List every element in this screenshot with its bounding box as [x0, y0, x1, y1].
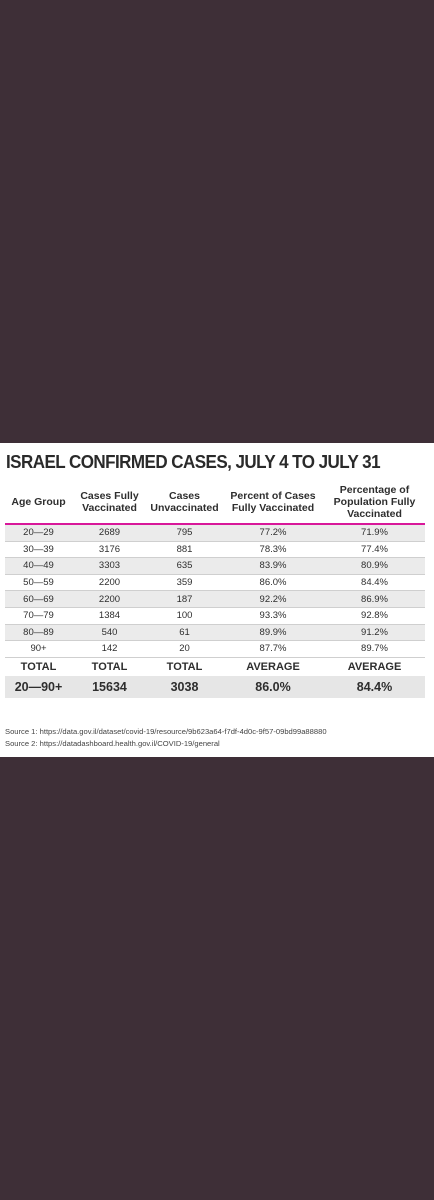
cell-age-group: 40—49 [5, 557, 72, 575]
cell-cases-unvaccinated: 795 [147, 524, 222, 542]
summary-label: AVERAGE [324, 657, 425, 676]
cell-cases-unvaccinated: 20 [147, 640, 222, 658]
cases-table: Age Group Cases Fully Vaccinated Cases U… [5, 481, 425, 698]
cell-cases-fully-vaccinated: 2689 [72, 524, 147, 542]
cell-percent-cases-vaccinated: 93.3% [222, 607, 324, 625]
summary-label: AVERAGE [222, 657, 324, 676]
cell-cases-unvaccinated: 881 [147, 541, 222, 559]
cell-cases-fully-vaccinated: 540 [72, 624, 147, 642]
cell-percent-cases-vaccinated: 77.2% [222, 524, 324, 542]
cell-percent-population-vaccinated: 91.2% [324, 624, 425, 642]
cell-age-group: 80—89 [5, 624, 72, 642]
cell-age-group: 20—29 [5, 524, 72, 542]
cell-percent-cases-vaccinated: 86.0% [222, 574, 324, 592]
summary-average-percent-population: 84.4% [324, 675, 425, 698]
cell-age-group: 70—79 [5, 607, 72, 625]
cell-percent-population-vaccinated: 80.9% [324, 557, 425, 575]
cell-percent-population-vaccinated: 77.4% [324, 541, 425, 559]
summary-label: TOTAL [72, 657, 147, 676]
cell-cases-unvaccinated: 359 [147, 574, 222, 592]
table-row: 60—69 2200 187 92.2% 86.9% [5, 590, 425, 608]
cell-percent-cases-vaccinated: 87.7% [222, 640, 324, 658]
summary-average-percent-cases: 86.0% [222, 675, 324, 698]
table-row: 80—89 540 61 89.9% 91.2% [5, 624, 425, 642]
header-cases-unvaccinated: Cases Unvaccinated [147, 481, 222, 525]
table-row: 20—29 2689 795 77.2% 71.9% [5, 524, 425, 542]
cell-cases-fully-vaccinated: 2200 [72, 590, 147, 608]
source-line-2: Source 2: https://datadashboard.health.g… [5, 739, 220, 748]
cell-age-group: 60—69 [5, 590, 72, 608]
cell-percent-cases-vaccinated: 83.9% [222, 557, 324, 575]
cell-cases-fully-vaccinated: 142 [72, 640, 147, 658]
table-card: ISRAEL CONFIRMED CASES, JULY 4 TO JULY 3… [0, 443, 434, 757]
summary-label: TOTAL [5, 657, 72, 676]
cell-percent-population-vaccinated: 86.9% [324, 590, 425, 608]
source-line-1: Source 1: https://data.gov.il/dataset/co… [5, 727, 327, 736]
cell-percent-population-vaccinated: 89.7% [324, 640, 425, 658]
cell-age-group: 50—59 [5, 574, 72, 592]
cell-age-group: 90+ [5, 640, 72, 658]
table-row: 40—49 3303 635 83.9% 80.9% [5, 557, 425, 575]
summary-label-row: TOTAL TOTAL TOTAL AVERAGE AVERAGE [5, 657, 425, 676]
summary-total-unvaccinated-cases: 3038 [147, 675, 222, 698]
table-row: 30—39 3176 881 78.3% 77.4% [5, 541, 425, 559]
table-row: 70—79 1384 100 93.3% 92.8% [5, 607, 425, 625]
cell-cases-fully-vaccinated: 2200 [72, 574, 147, 592]
header-cases-fully-vaccinated: Cases Fully Vaccinated [72, 481, 147, 525]
cell-percent-cases-vaccinated: 78.3% [222, 541, 324, 559]
cell-cases-fully-vaccinated: 3176 [72, 541, 147, 559]
cell-percent-population-vaccinated: 84.4% [324, 574, 425, 592]
header-percent-population-fully-vaccinated: Percentage of Population Fully Vaccinate… [324, 481, 425, 525]
cell-age-group: 30—39 [5, 541, 72, 559]
cell-cases-unvaccinated: 187 [147, 590, 222, 608]
cell-cases-fully-vaccinated: 3303 [72, 557, 147, 575]
cell-percent-cases-vaccinated: 92.2% [222, 590, 324, 608]
summary-label: TOTAL [147, 657, 222, 676]
cell-percent-population-vaccinated: 92.8% [324, 607, 425, 625]
summary-value-row: 20—90+ 15634 3038 86.0% 84.4% [5, 675, 425, 698]
cell-cases-fully-vaccinated: 1384 [72, 607, 147, 625]
table-row: 50—59 2200 359 86.0% 84.4% [5, 574, 425, 592]
cell-percent-cases-vaccinated: 89.9% [222, 624, 324, 642]
cell-cases-unvaccinated: 635 [147, 557, 222, 575]
cell-cases-unvaccinated: 61 [147, 624, 222, 642]
header-age-group: Age Group [5, 481, 72, 525]
header-row: Age Group Cases Fully Vaccinated Cases U… [5, 481, 425, 525]
sources-block: Source 1: https://data.gov.il/dataset/co… [5, 726, 430, 750]
summary-total-vaccinated-cases: 15634 [72, 675, 147, 698]
header-percent-cases-fully-vaccinated: Percent of Cases Fully Vaccinated [222, 481, 324, 525]
cell-percent-population-vaccinated: 71.9% [324, 524, 425, 542]
table-row: 90+ 142 20 87.7% 89.7% [5, 640, 425, 658]
summary-age-range: 20—90+ [5, 675, 72, 698]
table-title: ISRAEL CONFIRMED CASES, JULY 4 TO JULY 3… [6, 451, 381, 472]
cell-cases-unvaccinated: 100 [147, 607, 222, 625]
